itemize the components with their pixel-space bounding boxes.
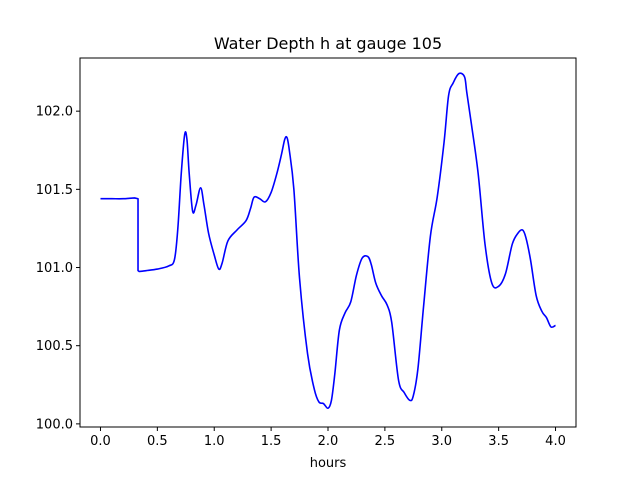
x-tick-label: 1.5: [261, 434, 282, 449]
y-tick-label: 101.0: [36, 261, 73, 276]
x-tick-label: 4.0: [545, 434, 566, 449]
y-tick-label: 100.0: [36, 417, 73, 432]
y-tick-label: 100.5: [36, 339, 73, 354]
x-tick-label: 3.0: [431, 434, 452, 449]
x-tick-label: 0.0: [90, 434, 111, 449]
y-tick-label: 101.5: [36, 183, 73, 198]
axis-ticks: 0.0 0.5 1.0 1.5 2.0 2.5 3.0 3.5 4.0 100.0 100.5 101…: [36, 105, 566, 449]
x-tick-label: 1.0: [204, 434, 225, 449]
x-tick-label: 0.5: [147, 434, 168, 449]
y-tick-label: 102.0: [36, 105, 73, 120]
x-tick-label: 2.0: [318, 434, 339, 449]
x-tick-label: 2.5: [375, 434, 396, 449]
series-line: [100, 72, 556, 410]
plot-area: [80, 58, 576, 427]
x-axis-label: hours: [310, 456, 347, 471]
chart-title: Water Depth h at gauge 105: [214, 34, 442, 53]
plot-frame: [79, 57, 577, 428]
x-tick-label: 3.5: [488, 434, 509, 449]
